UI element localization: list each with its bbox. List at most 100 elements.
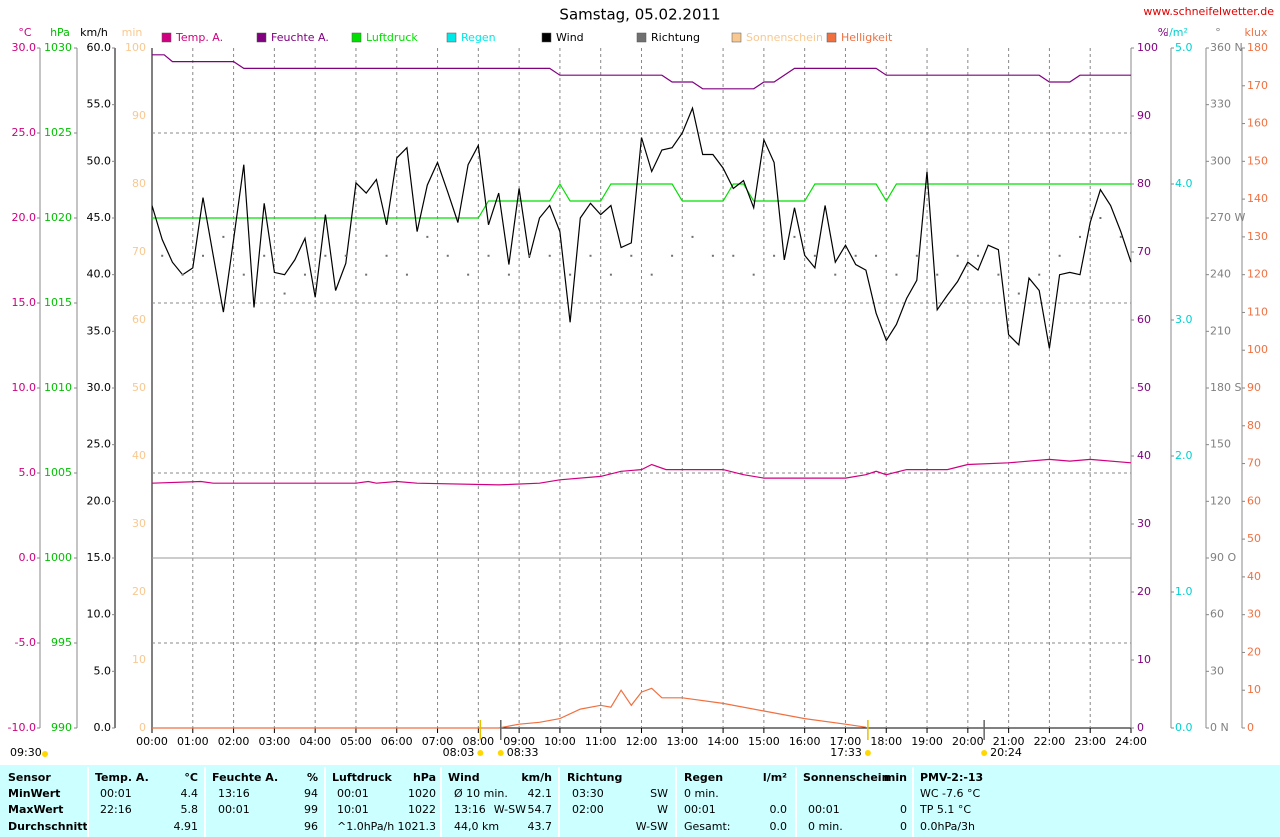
y-tick-label: 170 xyxy=(1247,79,1268,92)
direction-dot xyxy=(405,273,408,276)
x-tick-label: 05:00 xyxy=(340,735,372,748)
cell-left: 0.0hPa/3h xyxy=(920,820,975,833)
cell-right: 42.1 xyxy=(528,787,553,800)
cell-left: 02:00 xyxy=(572,803,604,816)
cell-left: WC -7.6 °C xyxy=(920,787,981,800)
x-tick-label: 24:00 xyxy=(1115,735,1147,748)
source-url: www.schneifelwetter.de xyxy=(1143,5,1274,18)
direction-dot xyxy=(569,273,572,276)
direction-dot xyxy=(854,254,857,257)
y-tick-label: 30 xyxy=(1137,517,1151,530)
event-icon xyxy=(981,750,988,756)
cell-right: 96 xyxy=(304,820,318,833)
cell-left: Gesamt: xyxy=(684,820,731,833)
cell-right: 0 xyxy=(900,803,907,816)
y-tick-label: 1015 xyxy=(44,296,72,309)
y-tick-label: 40 xyxy=(1247,570,1261,583)
legend-label: Richtung xyxy=(651,31,700,44)
y-tick-label: 360 N xyxy=(1210,41,1243,54)
x-tick-label: 06:00 xyxy=(381,735,413,748)
direction-dot xyxy=(1119,235,1122,238)
series-line xyxy=(152,687,866,729)
y-tick-label: 50 xyxy=(1137,381,1151,394)
cell-right: SW xyxy=(650,787,668,800)
y-tick-label: 80 xyxy=(1247,419,1261,432)
cell-left: 00:01 xyxy=(684,803,716,816)
y-tick-label: 240 xyxy=(1210,268,1231,281)
direction-dot xyxy=(222,235,225,238)
legend-label: Helligkeit xyxy=(841,31,893,44)
y-tick-label: 0.0 xyxy=(19,551,37,564)
direction-dot xyxy=(650,273,653,276)
series-line xyxy=(151,458,1132,486)
y-tick-label: 210 xyxy=(1210,324,1231,337)
y-tick-label: 0 xyxy=(139,721,146,734)
direction-dot xyxy=(242,273,245,276)
x-tick-label: 17:00 xyxy=(830,735,862,748)
y-tick-label: 100 xyxy=(125,41,146,54)
cell-right: 1020 xyxy=(408,787,436,800)
direction-dot xyxy=(365,273,368,276)
x-tick-label: 11:00 xyxy=(585,735,617,748)
cell-right: 43.7 xyxy=(528,820,553,833)
direction-dot xyxy=(773,254,776,257)
y-tick-label: 1025 xyxy=(44,126,72,139)
column-header: Richtung xyxy=(567,771,622,784)
event-label: 08:33 xyxy=(507,746,539,759)
direction-dot xyxy=(467,273,470,276)
direction-dot xyxy=(1017,292,1020,295)
x-tick-label: 01:00 xyxy=(177,735,209,748)
cell-left: 44,0 km xyxy=(454,820,499,833)
y-tick-label: 1000 xyxy=(44,551,72,564)
stats-table-bg xyxy=(0,765,1280,837)
axis-unit: % xyxy=(1158,26,1168,39)
x-tick-label: 12:00 xyxy=(626,735,658,748)
y-tick-label: 10 xyxy=(132,653,146,666)
column-header: Sonnenschein xyxy=(803,771,889,784)
series-line xyxy=(152,182,1131,219)
cell-left: 00:01 xyxy=(337,787,369,800)
x-tick-label: 04:00 xyxy=(299,735,331,748)
x-tick-label: 21:00 xyxy=(993,735,1025,748)
cell-middle: W-SW xyxy=(494,803,526,816)
x-tick-label: 14:00 xyxy=(707,735,739,748)
y-tick-label: 30 xyxy=(1210,664,1224,677)
x-tick-label: 16:00 xyxy=(789,735,821,748)
cell-left: 00:01 xyxy=(218,803,250,816)
y-tick-label: 100 xyxy=(1247,343,1268,356)
cell-left: TP 5.1 °C xyxy=(919,803,971,816)
direction-dot xyxy=(691,235,694,238)
row-label: Durchschnitt xyxy=(8,820,88,833)
x-tick-label: 02:00 xyxy=(218,735,250,748)
y-tick-label: 50.0 xyxy=(87,154,112,167)
cell-left: ^1.0hPa/h xyxy=(337,820,394,833)
direction-dot xyxy=(487,254,490,257)
y-tick-label: 10 xyxy=(1247,683,1261,696)
direction-dot xyxy=(915,254,918,257)
y-tick-label: 45.0 xyxy=(87,211,112,224)
legend-label: Luftdruck xyxy=(366,31,418,44)
legend-label: Wind xyxy=(556,31,584,44)
event-icon xyxy=(864,750,871,756)
y-tick-label: 110 xyxy=(1247,305,1268,318)
y-tick-label: 55.0 xyxy=(87,98,112,111)
cell-right: 0.0 xyxy=(770,803,788,816)
column-header: Luftdruck xyxy=(332,771,393,784)
cell-right: 94 xyxy=(304,787,318,800)
column-unit: min xyxy=(884,771,907,784)
y-tick-label: 180 S xyxy=(1210,381,1241,394)
y-tick-label: 30 xyxy=(1247,608,1261,621)
cell-left: 0 min. xyxy=(684,787,719,800)
event-icon xyxy=(477,750,484,756)
y-tick-label: 0 xyxy=(1137,721,1144,734)
y-tick-label: 140 xyxy=(1247,192,1268,205)
x-tick-label: 20:00 xyxy=(952,735,984,748)
y-tick-label: 0 xyxy=(1247,721,1254,734)
y-tick-label: 100 xyxy=(1137,41,1158,54)
chart-title: Samstag, 05.02.2011 xyxy=(559,6,720,24)
y-tick-label: 50 xyxy=(132,381,146,394)
column-header: Wind xyxy=(448,771,480,784)
x-tick-label: 22:00 xyxy=(1034,735,1066,748)
